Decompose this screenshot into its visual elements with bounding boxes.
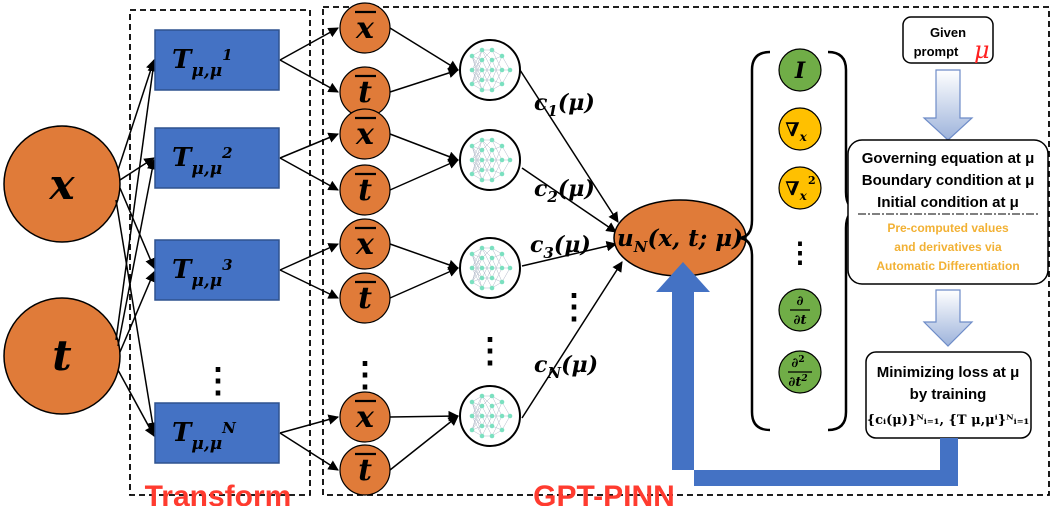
svg-text:∂2: ∂2: [791, 355, 804, 371]
svg-text:∇x: ∇x: [785, 119, 807, 144]
svg-text:Tμ,μ3: Tμ,μ3: [172, 255, 233, 291]
svg-text:c3(μ): c3(μ): [530, 232, 591, 262]
op-ellipsis: ⋮: [786, 236, 814, 269]
svg-text:I: I: [794, 58, 806, 84]
left-brace: [737, 50, 771, 432]
input-arrows: [115, 59, 158, 437]
coeff-label-N: cN(μ): [534, 352, 598, 382]
tbar-symbol: t: [358, 75, 372, 110]
tbar-symbol: t: [358, 173, 372, 208]
loss-box: Minimizing loss at μ by training {cᵢ(μ)}…: [865, 351, 1032, 439]
svg-text:uN(x, t; μ): uN(x, t; μ): [617, 225, 743, 256]
prompt-line2: prompt: [914, 44, 959, 59]
svg-text:∂t: ∂t: [794, 313, 807, 328]
op-identity: I: [778, 48, 822, 92]
tbar-symbol: t: [358, 453, 372, 488]
loss-formula: {cᵢ(μ)}ᴺᵢ₌₁, {T μ,μⁱ}ᴺᵢ₌₁: [867, 413, 1030, 428]
loss-line2: by training: [910, 386, 987, 403]
neural-network-1: [459, 39, 521, 101]
conditions-box: Governing equation at μ Boundary conditi…: [847, 139, 1049, 285]
coeff-label-2: c2(μ): [534, 176, 595, 206]
prompt-box: Given prompt μ: [902, 16, 994, 64]
op-grad-x2: ∇x 2: [778, 166, 822, 210]
pinn-row-3: xt: [279, 218, 521, 324]
condition-initial: Initial condition at μ: [877, 194, 1019, 211]
precomputed-line1: Pre-computed values: [887, 221, 1009, 235]
pinn-row-4: xt: [279, 385, 521, 496]
nn-ellipsis: ⋮: [473, 331, 507, 371]
gptpinn-label: GPT-PINN: [533, 480, 675, 506]
transform-block-4: Tμ,μN: [154, 402, 280, 464]
transform-blocks: Tμ,μ1 Tμ,μ2 Tμ,μ3 Tμ,μN: [154, 29, 280, 464]
svg-text:Tμ,μ1: Tμ,μ1: [172, 45, 233, 81]
coeff-label-1: c1(μ): [534, 90, 595, 120]
input-t-symbol: t: [52, 331, 71, 380]
coeff-label-3: c3(μ): [530, 232, 591, 262]
xbar-ellipsis: ⋮: [348, 355, 382, 395]
feedback-arrow: [656, 262, 958, 486]
down-arrow-1: [922, 69, 974, 141]
prompt-line1: Given: [930, 25, 966, 40]
xbar-symbol: x: [355, 227, 375, 262]
down-arrow-2: [922, 289, 974, 347]
svg-text:Tμ,μN: Tμ,μN: [172, 418, 237, 454]
svg-text:∇x: ∇x: [785, 178, 807, 203]
svg-text:cN(μ): cN(μ): [534, 352, 598, 382]
output-node: uN(x, t; μ): [613, 199, 747, 277]
transform-block-3: Tμ,μ3: [154, 239, 280, 301]
neural-network-4: [459, 385, 521, 447]
transform-block-2: Tμ,μ2: [154, 127, 280, 189]
condition-boundary: Boundary condition at μ: [862, 172, 1035, 189]
svg-text:2: 2: [808, 174, 816, 187]
tbar-symbol: t: [358, 281, 372, 316]
transform-ellipsis: ⋮: [201, 361, 235, 401]
svg-text:∂: ∂: [797, 294, 804, 309]
xbar-symbol: x: [355, 117, 375, 152]
coeff-ellipsis: ⋮: [557, 287, 591, 327]
neural-network-2: [459, 129, 521, 191]
pinn-row-1: xt: [279, 2, 521, 118]
op-dt: ∂ ∂t: [778, 288, 822, 332]
svg-text:c1(μ): c1(μ): [534, 90, 595, 120]
op-grad-x: ∇x: [778, 107, 822, 151]
coeff-arrows: [519, 69, 623, 419]
precomputed-line3: Automatic Differentiation: [876, 259, 1019, 273]
prompt-mu: μ: [974, 36, 990, 64]
loss-line1: Minimizing loss at μ: [877, 364, 1020, 381]
transform-block-1: Tμ,μ1: [154, 29, 280, 91]
xbar-symbol: x: [355, 11, 375, 46]
precomputed-line2: and derivatives via: [894, 240, 1002, 254]
svg-text:Tμ,μ2: Tμ,μ2: [172, 143, 233, 179]
pinn-row-2: xt: [279, 108, 521, 216]
condition-governing: Governing equation at μ: [862, 150, 1035, 167]
transform-box: [129, 9, 311, 496]
neural-network-3: [459, 237, 521, 299]
transform-label: Transform: [145, 480, 292, 506]
op-dt2: ∂2 ∂t2: [778, 350, 822, 394]
input-x-symbol: x: [48, 160, 75, 209]
input-t-node: t: [3, 297, 121, 415]
svg-text:c2(μ): c2(μ): [534, 176, 595, 206]
input-x-node: x: [3, 125, 121, 243]
xbar-symbol: x: [355, 400, 375, 435]
svg-text:∂t2: ∂t2: [788, 374, 807, 390]
